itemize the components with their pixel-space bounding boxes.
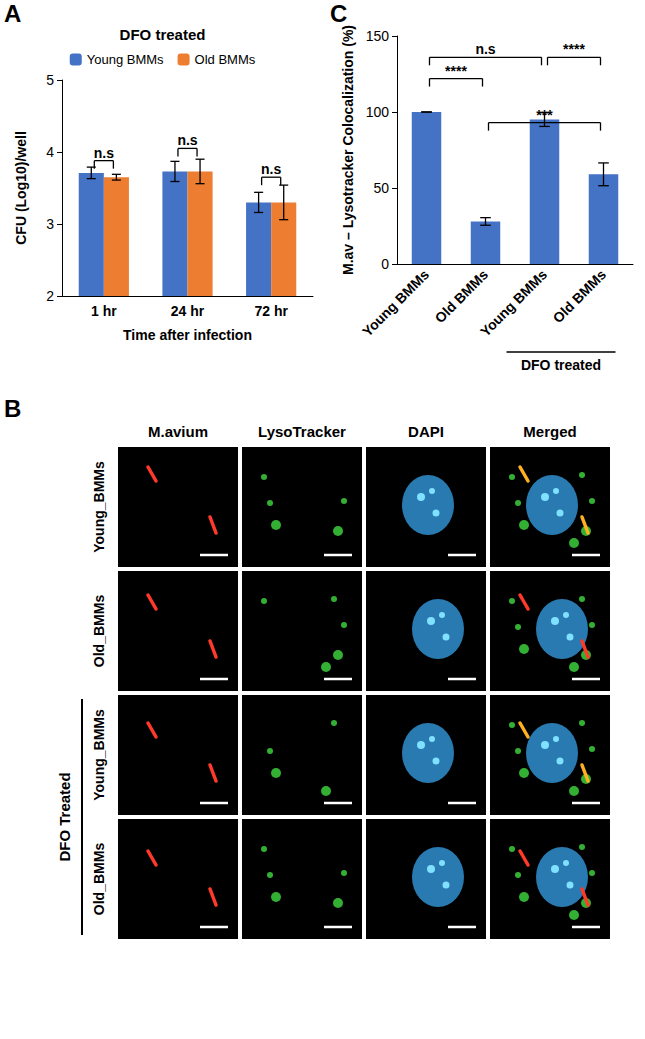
svg-text:n.s: n.s [475,41,495,57]
svg-text:n.s: n.s [94,145,114,161]
svg-text:M.avium: M.avium [148,423,208,440]
svg-text:Old_BMMs: Old_BMMs [91,595,107,668]
svg-text:Old_BMMs: Old_BMMs [91,843,107,916]
svg-text:B: B [4,395,21,422]
svg-text:Old BMMs: Old BMMs [431,266,491,326]
svg-text:100: 100 [366,104,390,120]
svg-text:72 hr: 72 hr [254,303,288,319]
svg-text:****: **** [445,63,467,79]
svg-text:24 hr: 24 hr [171,303,205,319]
html-text:C: C [330,0,348,27]
svg-text:4: 4 [46,144,54,160]
svg-text:150: 150 [366,28,390,44]
svg-text:****: **** [563,41,585,57]
svg-text:Merged: Merged [523,423,576,440]
svg-text:Young BMMs: Young BMMs [359,266,432,339]
svg-text:DFO Treated: DFO Treated [56,772,73,861]
svg-text:CFU (Log10)/well: CFU (Log10)/well [13,131,29,245]
svg-text:Young BMMs: Young BMMs [87,52,164,67]
svg-text:5: 5 [46,72,54,88]
svg-text:DFO treated: DFO treated [120,26,206,43]
svg-text:DAPI: DAPI [408,423,444,440]
svg-text:Young_BMMs: Young_BMMs [91,461,107,553]
svg-text:Young_BMMs: Young_BMMs [91,709,107,801]
svg-text:n.s: n.s [261,161,281,177]
svg-text:2: 2 [46,288,54,304]
svg-text:1 hr: 1 hr [91,303,117,319]
svg-text:Young BMMs: Young BMMs [477,266,550,339]
svg-text:0: 0 [381,256,389,272]
svg-text:Old BMMs: Old BMMs [549,266,609,326]
html-text:A: A [4,0,22,27]
svg-text:DFO treated: DFO treated [521,357,601,373]
svg-text:M.av – Lysotracker Colocalizat: M.av – Lysotracker Colocalization (%) [340,25,356,275]
svg-text:Time after infection: Time after infection [123,327,252,343]
svg-text:n.s: n.s [177,132,197,148]
svg-text:LysoTracker: LysoTracker [258,423,346,440]
svg-text:50: 50 [373,180,389,196]
svg-text:Old BMMs: Old BMMs [195,52,256,67]
svg-text:3: 3 [46,216,54,232]
svg-text:***: *** [536,107,553,123]
